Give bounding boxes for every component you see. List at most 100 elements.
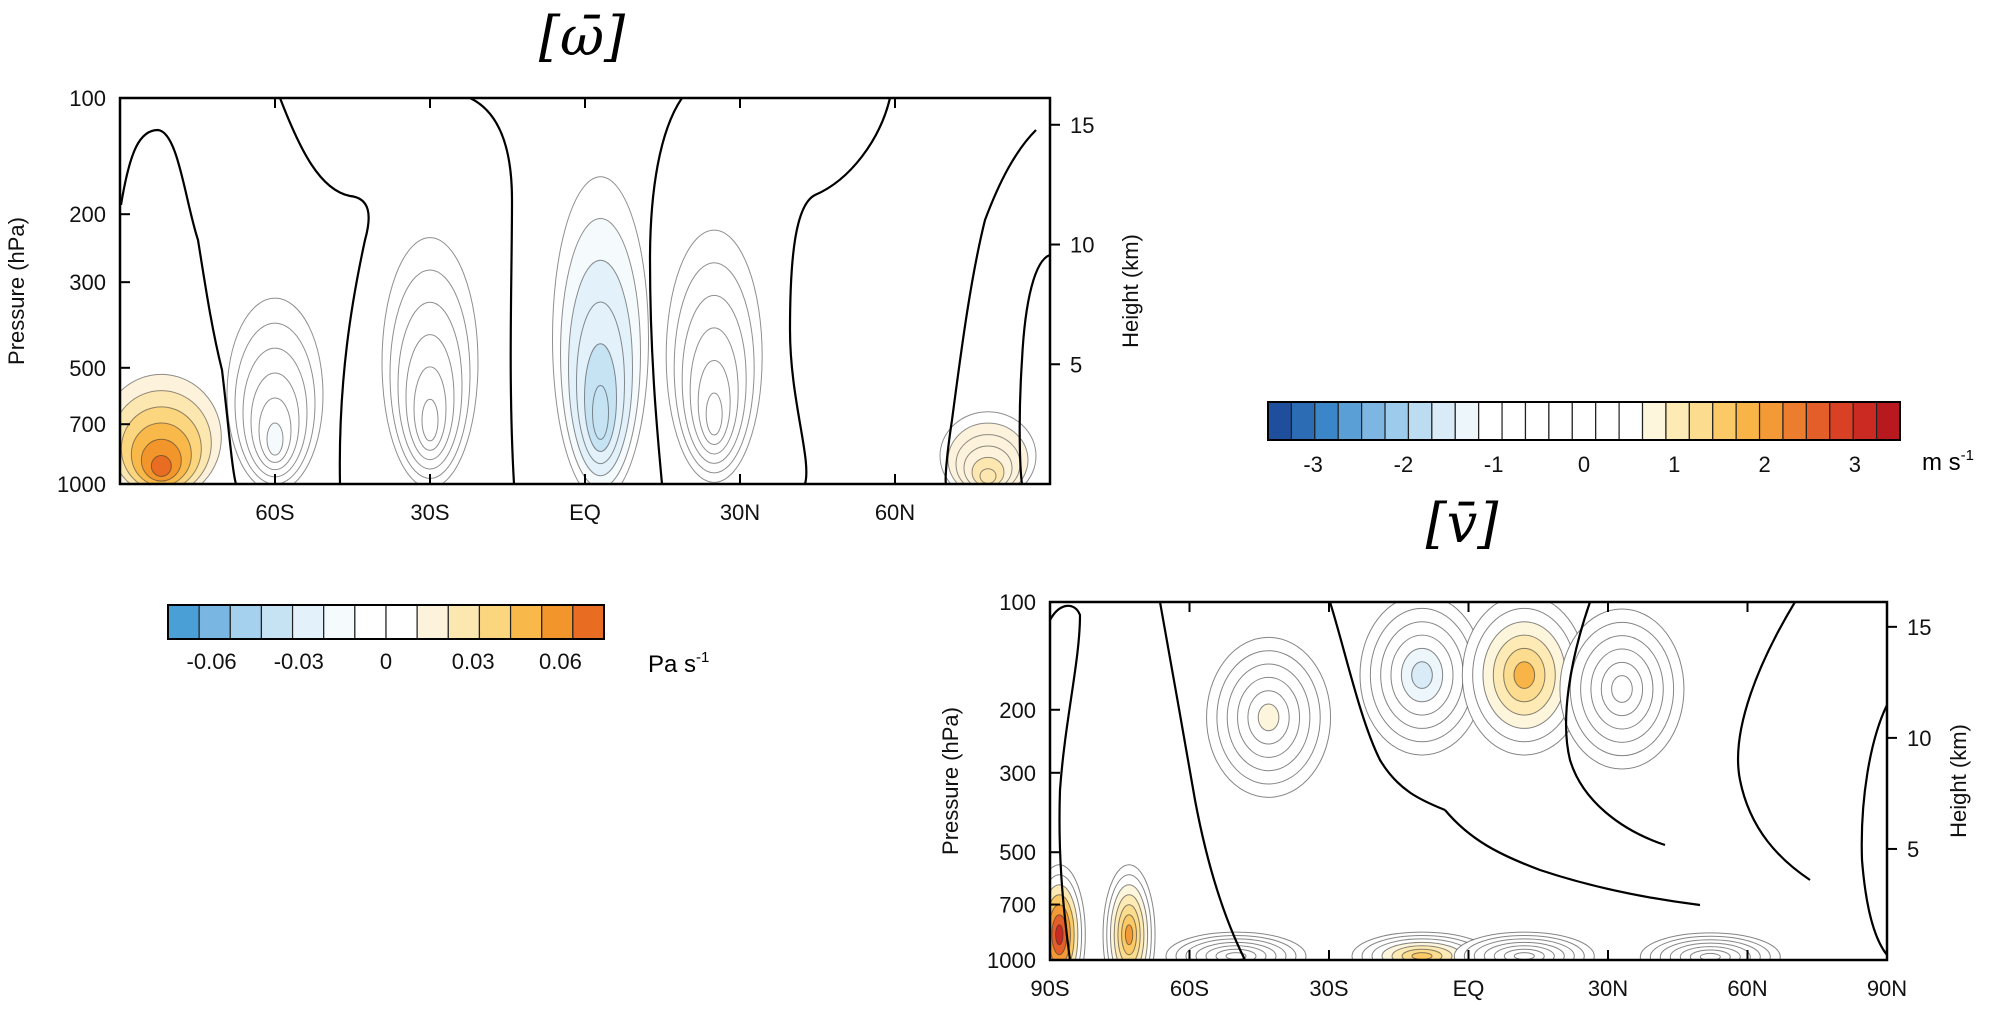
v-colorbar-swatch — [1548, 401, 1573, 441]
v-y-tick-label: 500 — [999, 840, 1036, 865]
omega-colorbar-tick-label: -0.03 — [274, 649, 324, 674]
omega-feature-contour — [266, 422, 284, 456]
omega-colorbar-unit: Pa s-1 — [648, 649, 709, 678]
v-colorbar-tick-label: -1 — [1484, 452, 1504, 477]
v-colorbar-swatch — [1454, 401, 1480, 441]
v-colorbar: -3 -2 -1 0 1 2 3 — [1267, 401, 1901, 477]
v-colorbar-swatch — [1852, 401, 1878, 441]
omega-colorbar-swatch — [260, 604, 294, 640]
v-colorbar-swatch — [1595, 401, 1620, 441]
v-colorbar-swatch — [1407, 401, 1433, 441]
omega-y-tick-label: 200 — [69, 202, 106, 227]
v-colorbar-group: -3 -2 -1 0 1 2 3 m s-1 — [1267, 401, 1974, 477]
v-colorbar-tick-label: -3 — [1303, 452, 1323, 477]
v-colorbar-swatch — [1712, 401, 1737, 441]
omega-feature-contour — [592, 385, 609, 440]
omega-x-tick-label: 30S — [410, 500, 449, 525]
v-colorbar-swatch — [1384, 401, 1410, 441]
omega-colorbar-tick-label: 0.06 — [539, 649, 582, 674]
omega-y-tick-label: 500 — [69, 356, 106, 381]
v-y2-tick-label: 5 — [1907, 837, 1919, 862]
v-x-tick-label: EQ — [1453, 976, 1485, 1001]
v-y-tick-label: 300 — [999, 761, 1036, 786]
v-colorbar-swatch — [1805, 401, 1831, 441]
v-colorbar-swatch — [1290, 401, 1316, 441]
v-feature-contour — [1699, 952, 1721, 960]
v-feature-contour — [1513, 661, 1536, 689]
omega-shaded-features — [120, 176, 1037, 484]
v-colorbar-tick-label: -2 — [1394, 452, 1414, 477]
v-colorbar-swatch — [1524, 401, 1550, 441]
omega-colorbar-swatch — [291, 604, 325, 640]
v-y2-tick-label: 10 — [1907, 726, 1931, 751]
v-feature-contour — [1055, 924, 1064, 946]
omega-chart: [ω̄] 60S 30S EQ 30N 60N100200300500700100051… — [4, 5, 1143, 678]
v-feature-contour — [1611, 675, 1633, 703]
v-x-tick-label: 30S — [1309, 976, 1348, 1001]
v-feature-contour — [1411, 952, 1433, 960]
omega-x-tick-label: EQ — [569, 500, 601, 525]
omega-colorbar-swatch — [385, 604, 418, 640]
v-colorbar-swatch — [1688, 401, 1714, 441]
omega-colorbar-swatch — [509, 604, 543, 640]
v-zero-contours — [1050, 602, 1887, 960]
omega-colorbar-tick-label: 0.03 — [452, 649, 495, 674]
v-x-tick-label: 90N — [1867, 976, 1907, 1001]
v-colorbar-tick-label: 0 — [1578, 452, 1590, 477]
omega-axes: 60S 30S EQ 30N 60N 100 200 300 500 700 1000 5 10 15 — [57, 86, 1094, 525]
omega-colorbar-tick-label: 0 — [380, 649, 392, 674]
v-axes: 90S 60S 30S EQ 30N 60N 90N 100 200 300 500 700 1000 5… — [987, 590, 1931, 1001]
omega-y-tick-label: 700 — [69, 412, 106, 437]
omega-y2-tick-label: 10 — [1070, 233, 1094, 258]
omega-colorbar-swatch — [447, 604, 481, 640]
v-colorbar-swatch — [1337, 401, 1363, 441]
omega-feature-contour — [150, 455, 172, 477]
v-colorbar-tick-label: 3 — [1849, 452, 1861, 477]
v-y2-tick-label: 15 — [1907, 615, 1931, 640]
omega-zero-contours — [120, 98, 1050, 484]
omega-x-tick-label: 60N — [875, 500, 915, 525]
omega-feature-contour — [421, 398, 439, 442]
omega-y2-tick-label: 15 — [1070, 113, 1094, 138]
omega-title: [ω̄] — [539, 5, 626, 68]
omega-y-tick-label: 1000 — [57, 472, 106, 497]
v-colorbar-swatch — [1314, 401, 1339, 441]
omega-colorbar-swatch — [198, 604, 231, 640]
omega-colorbar-swatch — [229, 604, 263, 640]
omega-colorbar-swatch — [416, 604, 449, 640]
omega-x-tick-label: 30N — [720, 500, 760, 525]
v-y-tick-label: 100 — [999, 590, 1036, 615]
omega-colorbar-swatch — [167, 604, 200, 640]
omega-y-tick-label: 300 — [69, 270, 106, 295]
v-feature-contour — [1257, 703, 1280, 732]
v-colorbar-swatch — [1267, 401, 1293, 441]
v-x-tick-label: 60S — [1170, 976, 1209, 1001]
omega-colorbar: -0.06 -0.03 0 0.03 0.06 — [167, 604, 605, 674]
v-feature-contour — [1513, 952, 1535, 960]
v-colorbar-tick-label: 2 — [1758, 452, 1770, 477]
omega-colorbar-swatch — [478, 604, 512, 640]
v-x-tick-label: 60N — [1727, 976, 1767, 1001]
v-colorbar-swatch — [1641, 401, 1667, 441]
v-colorbar-swatch — [1758, 401, 1784, 441]
v-colorbar-swatch — [1571, 401, 1597, 441]
omega-colorbar-swatch — [354, 604, 387, 640]
v-y-tick-label: 200 — [999, 698, 1036, 723]
v-colorbar-swatch — [1361, 401, 1386, 441]
v-colorbar-swatch — [1665, 401, 1690, 441]
omega-y2-tick-label: 5 — [1070, 352, 1082, 377]
v-y-tick-label: 1000 — [987, 948, 1036, 973]
omega-colorbar-swatch — [541, 604, 574, 640]
omega-plot-area — [120, 98, 1050, 484]
v-colorbar-swatch — [1829, 401, 1854, 441]
omega-colorbar-tick-label: -0.06 — [187, 649, 237, 674]
v-chart: [v̄] 90S 60S 30S EQ 30N 60N 90N 100 200 300 500 700… — [938, 492, 1971, 1001]
v-x-tick-label: 90S — [1030, 976, 1069, 1001]
omega-colorbar-frame — [167, 604, 605, 640]
omega-y-tick-label: 100 — [69, 86, 106, 111]
v-title: [v̄] — [1426, 492, 1500, 555]
v-y-axis-label: Pressure (hPa) — [938, 707, 963, 855]
omega-colorbar-swatch — [572, 604, 605, 640]
v-feature-contour — [1411, 661, 1433, 689]
